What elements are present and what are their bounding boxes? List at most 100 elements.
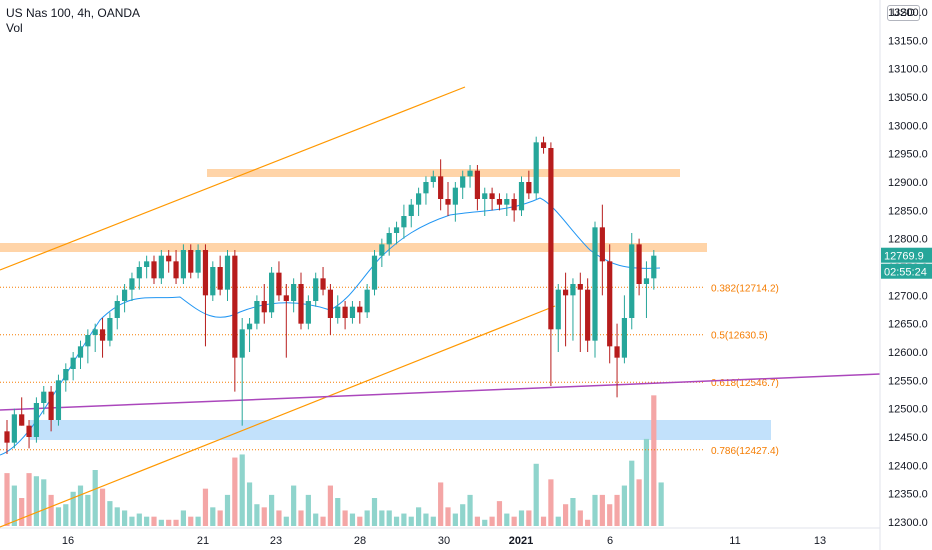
candle[interactable] [533,136,539,199]
candle[interactable] [26,420,32,449]
candle[interactable] [122,284,128,313]
candle[interactable] [621,295,627,364]
candle[interactable] [438,159,444,211]
candle[interactable] [393,221,400,245]
candle[interactable] [202,244,209,347]
candle[interactable] [629,233,635,330]
candle[interactable] [526,170,532,199]
candle[interactable] [77,340,84,369]
candle[interactable] [291,278,297,313]
candle[interactable] [592,221,598,358]
candle[interactable] [342,301,348,330]
candle[interactable] [496,193,503,211]
candle[interactable] [269,267,275,318]
candle[interactable] [195,244,201,279]
candle[interactable] [577,272,583,352]
candle[interactable] [313,272,319,307]
candle[interactable] [246,318,253,352]
candle[interactable] [11,408,17,449]
candle[interactable] [55,374,62,426]
channel-upper-line[interactable] [0,86,466,271]
candle[interactable] [467,165,473,188]
candle[interactable] [430,170,436,188]
candle[interactable] [239,318,245,426]
candle[interactable] [482,187,488,216]
candle[interactable] [92,323,98,352]
candle[interactable] [614,323,620,398]
candle[interactable] [320,267,326,296]
moving-average-line[interactable] [0,197,661,456]
candle[interactable] [570,278,576,341]
candle[interactable] [173,250,179,284]
candle[interactable] [298,272,304,330]
resistance-zone-upper[interactable] [207,169,680,177]
candle[interactable] [474,165,480,211]
candle[interactable] [599,204,605,296]
candle[interactable] [19,397,25,426]
candle[interactable] [114,295,120,330]
candle[interactable] [99,318,106,358]
candle[interactable] [180,244,186,284]
candle[interactable] [144,255,150,279]
candle[interactable] [364,284,370,318]
candle[interactable] [489,187,495,211]
candle[interactable] [386,227,392,256]
candle[interactable] [607,244,613,364]
candle[interactable] [518,176,525,216]
candle[interactable] [276,261,282,301]
candle[interactable] [188,244,194,279]
candle[interactable] [261,284,267,324]
candle[interactable] [129,272,135,301]
candle[interactable] [210,261,216,301]
candle[interactable] [408,199,414,228]
candle[interactable] [423,176,429,205]
candle[interactable] [283,284,289,358]
candle[interactable] [166,250,172,273]
resistance-zone-lower[interactable] [0,243,707,252]
candle[interactable] [371,250,378,296]
candle[interactable] [224,250,231,301]
candle[interactable] [4,420,10,454]
candle[interactable] [636,238,642,296]
candle[interactable] [416,187,422,216]
candle[interactable] [651,250,657,290]
candle[interactable] [48,386,54,432]
candle[interactable] [511,193,517,222]
support-zone-blue[interactable] [30,420,771,440]
candle[interactable] [643,261,650,318]
symbol-title[interactable]: US Nas 100, 4h, OANDA [6,6,141,20]
volume-label[interactable]: Vol [6,21,23,35]
candle[interactable] [254,295,260,330]
candle[interactable] [85,329,91,364]
support-trendline[interactable] [0,373,881,411]
candle[interactable] [401,204,407,239]
candle[interactable] [555,284,561,352]
channel-lower-line[interactable] [0,305,556,528]
candle[interactable] [41,386,47,415]
candle[interactable] [70,352,76,381]
candle[interactable] [540,136,547,154]
candle[interactable] [305,295,311,330]
candle[interactable] [158,250,164,284]
candle[interactable] [136,261,142,290]
candle[interactable] [151,255,157,284]
candle[interactable] [33,397,39,443]
candle[interactable] [335,295,341,324]
candle[interactable] [452,182,458,222]
candle[interactable] [107,312,113,347]
candle[interactable] [548,142,554,386]
candle[interactable] [349,301,356,324]
candle[interactable] [460,170,466,199]
candle[interactable] [232,250,238,392]
candle[interactable] [217,255,223,296]
candle[interactable] [327,284,333,335]
candle[interactable] [63,363,69,392]
candle[interactable] [357,301,363,324]
candle[interactable] [504,193,510,216]
candle[interactable] [585,278,591,352]
candle[interactable] [379,238,385,267]
candle[interactable] [563,272,569,347]
candle[interactable] [445,182,451,216]
currency-button[interactable]: USD [886,5,920,21]
